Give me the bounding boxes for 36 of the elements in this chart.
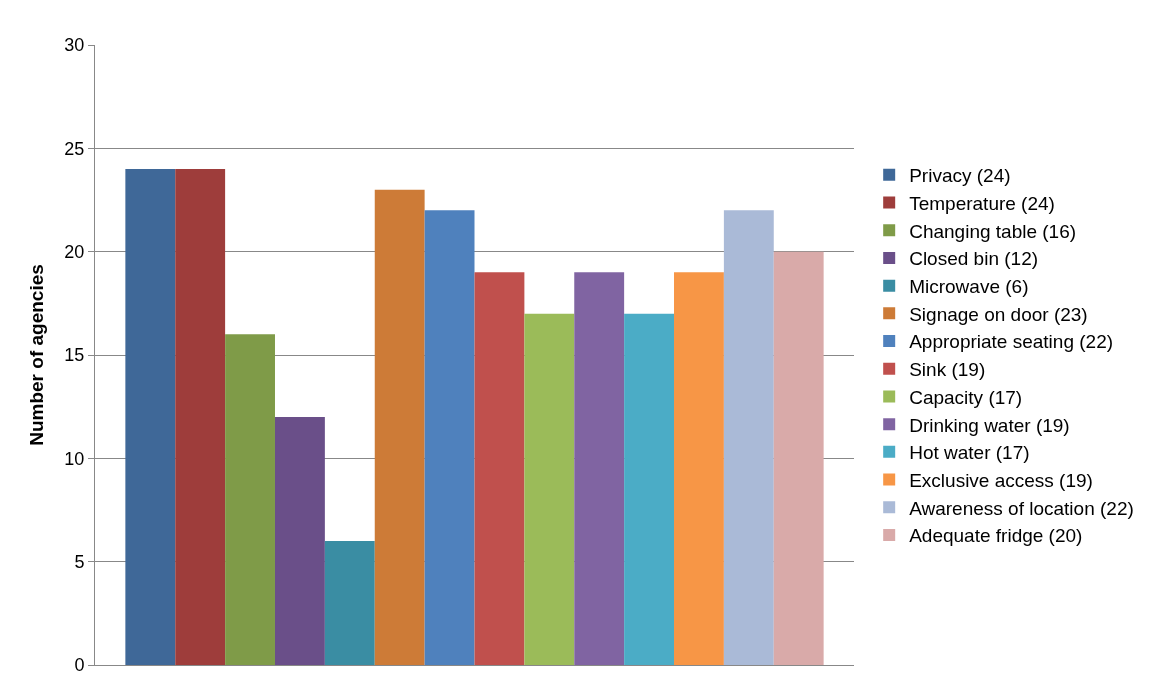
bar	[773, 251, 824, 665]
bar	[574, 272, 625, 665]
legend-label: Privacy (24)	[909, 165, 1011, 187]
bar	[225, 334, 275, 665]
legend-label: Awareness of location (22)	[909, 497, 1134, 519]
legend-label: Changing table (16)	[909, 220, 1077, 242]
y-tick-label: 15	[64, 345, 85, 366]
bar	[624, 313, 675, 665]
bar	[674, 272, 724, 665]
legend-label: Microwave (6)	[909, 276, 1029, 298]
bar	[324, 541, 375, 665]
y-tick-label: 25	[64, 138, 85, 159]
y-axis-title: Number of agencies	[26, 264, 48, 446]
legend-label: Temperature (24)	[909, 192, 1055, 214]
y-tick-label: 10	[64, 448, 85, 469]
y-tick-label: 0	[74, 655, 85, 676]
legend-label: Closed bin (12)	[909, 248, 1039, 270]
bar	[274, 417, 325, 665]
bar	[424, 210, 475, 665]
y-tick-label: 30	[64, 35, 85, 56]
legend-label: Appropriate seating (22)	[909, 331, 1114, 353]
legend-label: Drinking water (19)	[909, 414, 1070, 436]
bar	[474, 272, 525, 665]
legend-label: Exclusive access (19)	[909, 469, 1093, 491]
bar	[374, 189, 425, 665]
bar	[524, 313, 575, 665]
bar	[125, 169, 176, 665]
legend-label: Hot water (17)	[909, 442, 1030, 464]
legend-label: Capacity (17)	[909, 386, 1023, 408]
legend-label: Signage on door (23)	[909, 303, 1088, 325]
legend-label: Sink (19)	[909, 359, 986, 381]
bar	[175, 169, 226, 665]
bar	[723, 210, 774, 665]
y-tick-label: 20	[64, 241, 85, 262]
legend-label: Adequate fridge (20)	[909, 525, 1083, 547]
y-tick-label: 5	[74, 551, 85, 572]
